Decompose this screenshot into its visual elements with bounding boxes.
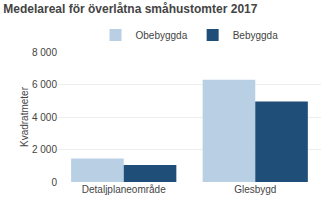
svg-text:4 000: 4 000 xyxy=(32,112,57,123)
svg-text:Medelareal för överlåtna småhu: Medelareal för överlåtna småhustomter 20… xyxy=(3,2,257,16)
svg-text:8 000: 8 000 xyxy=(32,47,57,58)
svg-text:Glesbygd: Glesbygd xyxy=(234,184,276,195)
svg-text:Bebyggda: Bebyggda xyxy=(233,30,278,41)
svg-text:6 000: 6 000 xyxy=(32,79,57,90)
svg-text:Detaljplaneområde: Detaljplaneområde xyxy=(82,184,166,195)
svg-text:Obebyggda: Obebyggda xyxy=(136,30,188,41)
svg-text:2 000: 2 000 xyxy=(32,144,57,155)
svg-text:0: 0 xyxy=(51,177,57,188)
svg-text:Kvadratmeter: Kvadratmeter xyxy=(19,86,30,147)
